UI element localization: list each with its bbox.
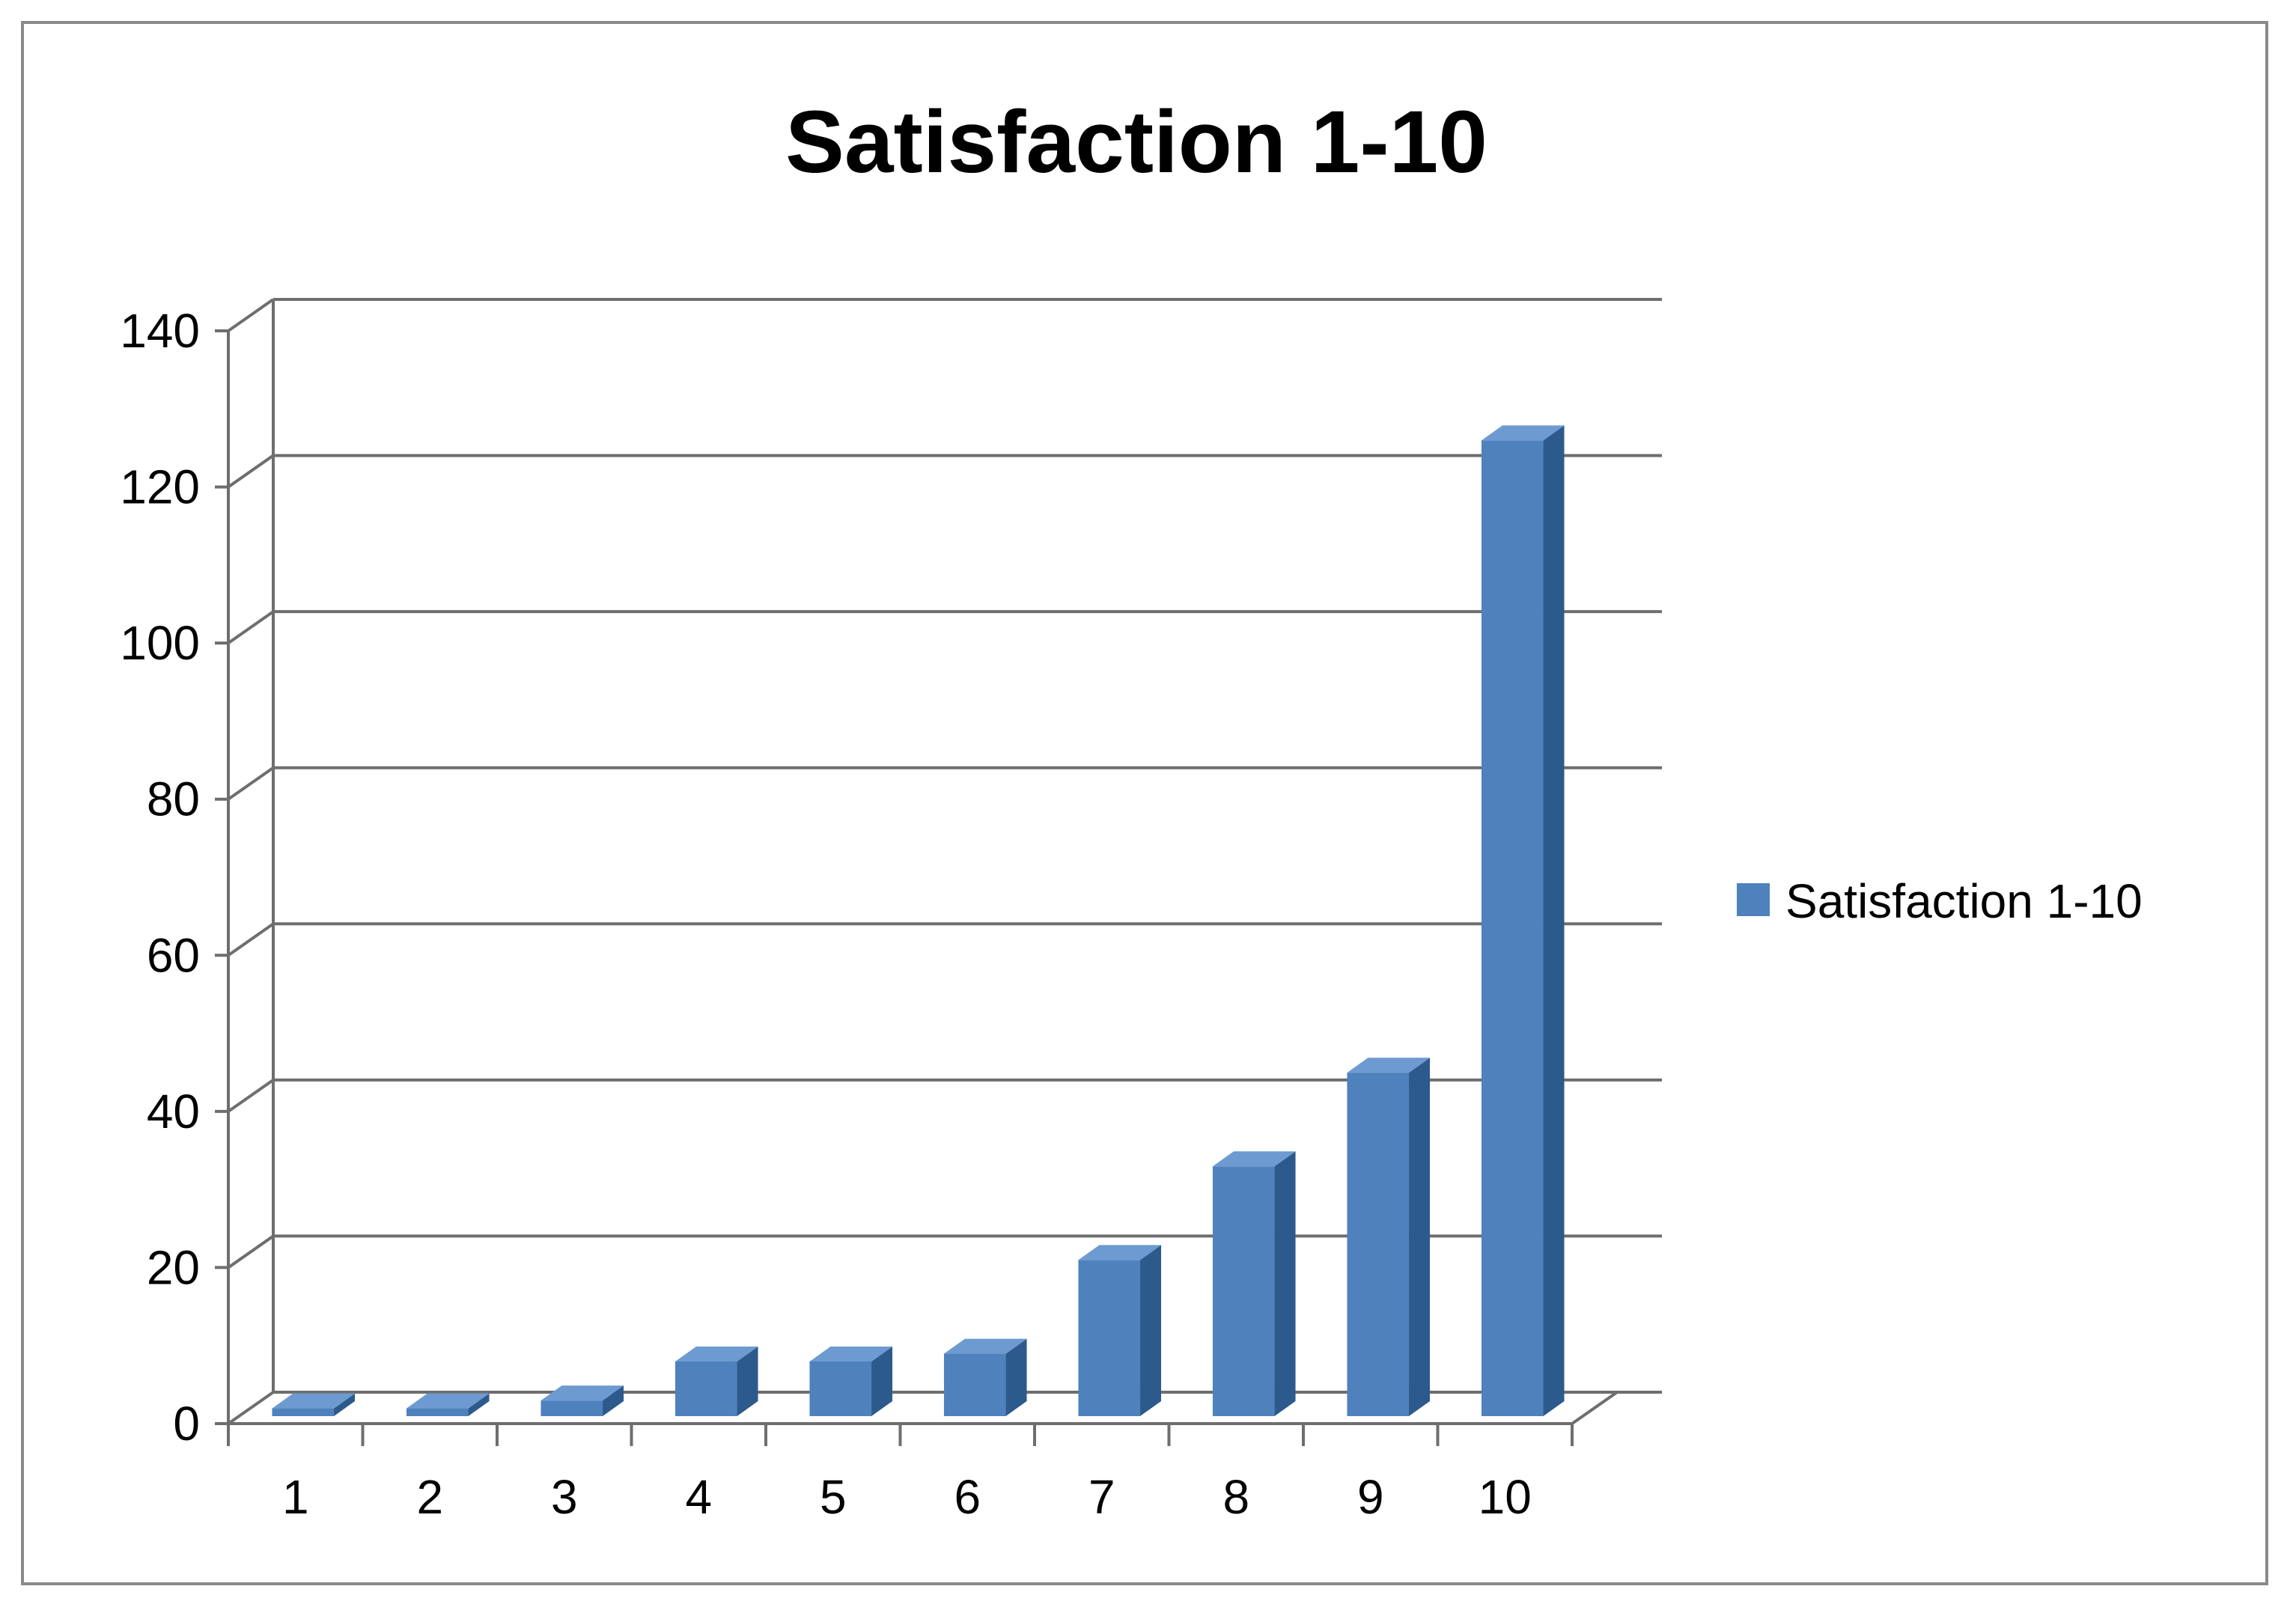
- bar-side: [1005, 1338, 1027, 1416]
- bar-front: [1078, 1260, 1141, 1416]
- bar-side: [1274, 1151, 1296, 1416]
- bar-top: [1212, 1151, 1296, 1167]
- bar-side: [1409, 1058, 1431, 1416]
- bar-front: [406, 1408, 469, 1416]
- y-tick-label: 0: [173, 1397, 200, 1451]
- bar-5: [809, 1347, 893, 1416]
- y-tick-label: 20: [147, 1240, 200, 1294]
- floor-right-edge: [1571, 1391, 1619, 1425]
- x-tick-label: 1: [282, 1470, 309, 1524]
- bar-6: [943, 1338, 1027, 1416]
- bar-side: [603, 1385, 624, 1416]
- bar-3: [540, 1385, 624, 1416]
- x-tick-label: 8: [1222, 1470, 1249, 1524]
- chart-title: Satisfaction 1-10: [785, 93, 1487, 192]
- bar-top: [675, 1347, 758, 1362]
- bar-side: [1543, 425, 1565, 1416]
- x-tick-label: 7: [1088, 1470, 1115, 1524]
- bar-side: [1140, 1245, 1162, 1416]
- gridline-connector-140: [227, 298, 275, 332]
- bar-8: [1212, 1151, 1296, 1416]
- y-tick-label: 120: [120, 460, 200, 514]
- bar-top: [272, 1393, 356, 1409]
- gridline-connector-120: [227, 454, 275, 489]
- bar-top: [406, 1393, 490, 1409]
- bar-front: [1212, 1166, 1275, 1416]
- bar-top: [1481, 425, 1565, 441]
- gridline-connector-0: [227, 1391, 275, 1425]
- bar-top: [943, 1338, 1027, 1354]
- bar-2: [406, 1393, 490, 1416]
- gridline-connector-60: [227, 922, 275, 957]
- bar-top: [1347, 1058, 1431, 1073]
- legend-swatch: [1737, 883, 1770, 916]
- bar-front: [272, 1408, 335, 1416]
- bar-top: [540, 1385, 624, 1401]
- axes: [215, 299, 1619, 1446]
- x-tick-label: 10: [1479, 1470, 1532, 1524]
- gridline-connector-40: [227, 1079, 275, 1113]
- gridlines: [227, 298, 1662, 1425]
- y-tick-label: 80: [147, 772, 200, 826]
- y-tick-label: 100: [120, 616, 200, 670]
- bar-side: [334, 1393, 356, 1416]
- gridline-connector-100: [227, 610, 275, 644]
- bar-4: [675, 1347, 758, 1416]
- bar-front: [1347, 1073, 1410, 1416]
- bar-side: [737, 1347, 758, 1416]
- bar-front: [809, 1362, 872, 1416]
- x-tick-label: 6: [954, 1470, 981, 1524]
- y-tick-labels: 0 20 40 60 80 100 120 140: [120, 304, 200, 1451]
- x-tick-label: 5: [820, 1470, 847, 1524]
- bar-7: [1078, 1245, 1162, 1416]
- bar-front: [1481, 440, 1544, 1416]
- x-tick-label: 3: [551, 1470, 578, 1524]
- bar-1: [272, 1393, 356, 1416]
- bar-top: [809, 1347, 893, 1362]
- legend: Satisfaction 1-10: [1737, 874, 2143, 928]
- x-tick-label: 9: [1357, 1470, 1384, 1524]
- bar-9: [1347, 1058, 1431, 1416]
- x-tick-label: 2: [416, 1470, 443, 1524]
- legend-label: Satisfaction 1-10: [1785, 874, 2143, 928]
- bar-top: [1078, 1245, 1162, 1260]
- bar-front: [943, 1353, 1006, 1416]
- y-tick-label: 40: [147, 1085, 200, 1138]
- y-tick-label: 60: [147, 928, 200, 982]
- gridline-connector-80: [227, 766, 275, 801]
- y-tick-label: 140: [120, 304, 200, 358]
- bar-front: [540, 1400, 603, 1416]
- gridline-connector-20: [227, 1234, 275, 1269]
- bar-front: [675, 1362, 737, 1416]
- bar-side: [468, 1393, 490, 1416]
- bar-10: [1481, 425, 1565, 1416]
- bar-side: [871, 1347, 893, 1416]
- bars: [272, 425, 1565, 1416]
- x-tick-labels: 1 2 3 4 5 6 7 8 9 10: [282, 1470, 1532, 1524]
- x-tick-label: 4: [685, 1470, 712, 1524]
